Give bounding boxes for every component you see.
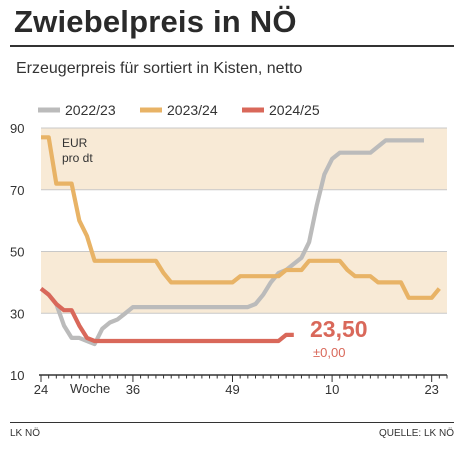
x-tick-label: 24 [34, 382, 48, 397]
footer-source-right: QUELLE: LK NÖ [378, 428, 454, 439]
title-divider [10, 45, 454, 47]
x-tick-label: 49 [225, 382, 239, 397]
y-tick-label: 90 [10, 121, 24, 136]
price-line-chart: 10 30 50 70 90 24 36 49 10 23 2022/23 2023/24 2024/… [10, 102, 448, 397]
background-bands [41, 128, 447, 314]
legend-label-2024-25: 2024/25 [269, 102, 320, 118]
x-axis-label: Woche [70, 381, 110, 396]
footer-source-left: LK NÖ [10, 428, 41, 439]
chart-title: Zwiebelpreis in NÖ [14, 4, 297, 39]
axes: 10 30 50 70 90 24 36 49 10 23 [10, 121, 448, 397]
x-tick-label: 36 [126, 382, 140, 397]
legend: 2022/23 2023/24 2024/25 [38, 102, 320, 118]
y-tick-label: 30 [10, 306, 24, 321]
annotation-value: 23,50 [310, 316, 368, 342]
y-tick-label: 10 [10, 368, 24, 383]
unit-label-line2: pro dt [62, 151, 93, 165]
grid-lines [41, 127, 447, 314]
annotation-change: ±0,00 [313, 345, 345, 360]
series-line-2023-24 [41, 135, 441, 300]
x-tick-label: 10 [325, 382, 339, 397]
background-band-70-90 [41, 128, 447, 190]
series-lines [39, 135, 441, 347]
chart-subtitle: Erzeugerpreis für sortiert in Kisten, ne… [16, 60, 303, 77]
legend-label-2022-23: 2022/23 [65, 102, 116, 118]
legend-label-2023-24: 2023/24 [167, 102, 218, 118]
y-tick-label: 50 [10, 245, 24, 260]
x-tick-label: 23 [424, 382, 438, 397]
y-tick-label: 70 [10, 183, 24, 198]
series-line-2024-25 [39, 286, 294, 344]
series-line-2022-23 [39, 138, 424, 347]
footer-divider [10, 422, 454, 423]
unit-label-line1: EUR [62, 136, 88, 150]
